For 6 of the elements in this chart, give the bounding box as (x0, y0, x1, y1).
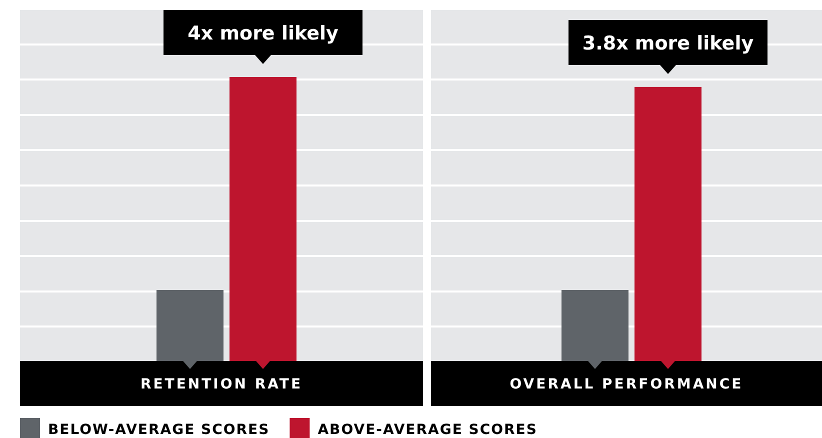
x-tick-label: OVERALL PERFORMANCE (510, 376, 744, 392)
text: 4x more likely (188, 22, 339, 45)
legend-label: BELOW-AVERAGE SCORES (48, 422, 270, 438)
x-tick-label: RETENTION RATE (140, 376, 303, 392)
legend-label: ABOVE-AVERAGE SCORES (318, 422, 538, 438)
text: 3.8x more likely (582, 32, 754, 54)
